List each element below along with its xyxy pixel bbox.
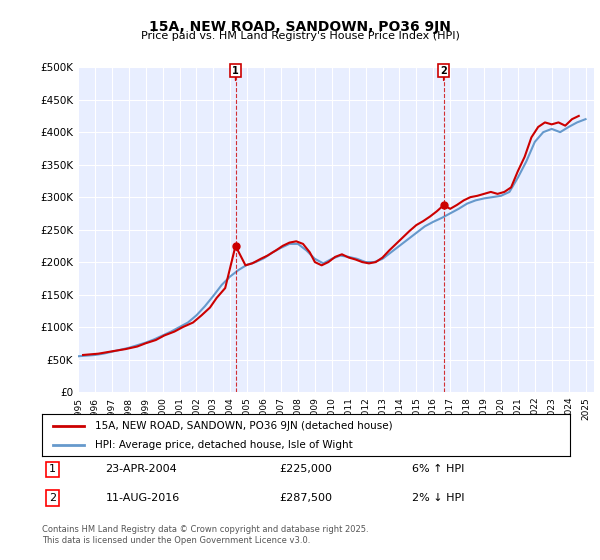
Text: Contains HM Land Registry data © Crown copyright and database right 2025.
This d: Contains HM Land Registry data © Crown c… — [42, 525, 368, 545]
Text: 2: 2 — [440, 66, 447, 76]
Text: Price paid vs. HM Land Registry's House Price Index (HPI): Price paid vs. HM Land Registry's House … — [140, 31, 460, 41]
Text: £287,500: £287,500 — [280, 493, 332, 503]
Text: 2% ↓ HPI: 2% ↓ HPI — [412, 493, 464, 503]
Text: 15A, NEW ROAD, SANDOWN, PO36 9JN: 15A, NEW ROAD, SANDOWN, PO36 9JN — [149, 20, 451, 34]
Text: £225,000: £225,000 — [280, 464, 332, 474]
Text: 6% ↑ HPI: 6% ↑ HPI — [412, 464, 464, 474]
Text: 23-APR-2004: 23-APR-2004 — [106, 464, 177, 474]
Text: 1: 1 — [232, 66, 239, 76]
Text: 2: 2 — [49, 493, 56, 503]
Text: 1: 1 — [49, 464, 56, 474]
Text: HPI: Average price, detached house, Isle of Wight: HPI: Average price, detached house, Isle… — [95, 440, 353, 450]
Text: 11-AUG-2016: 11-AUG-2016 — [106, 493, 179, 503]
Text: 15A, NEW ROAD, SANDOWN, PO36 9JN (detached house): 15A, NEW ROAD, SANDOWN, PO36 9JN (detach… — [95, 421, 392, 431]
